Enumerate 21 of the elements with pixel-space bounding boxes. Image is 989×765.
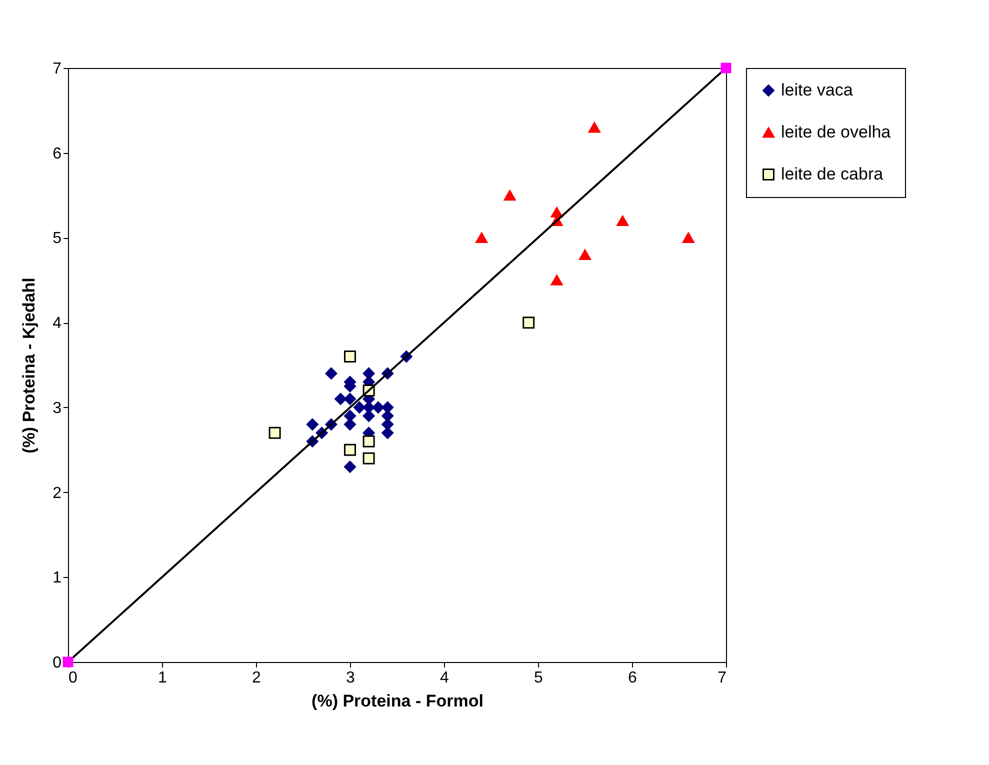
legend-label: leite de cabra [781,164,884,184]
y-tick-label: 7 [52,60,62,78]
y-tick-label: 5 [52,230,62,248]
x-tick-label: 6 [628,670,638,686]
x-tick-label: 2 [252,670,262,686]
x-tick-label: 5 [534,670,544,686]
y-tick-label: 1 [52,570,62,587]
y-tick-label: 4 [52,315,62,332]
x-tick-label: 1 [158,670,168,686]
legend-label: leite de ovelha [781,122,892,142]
x-axis-title: (%) Proteina - Formol [312,692,484,710]
x-tick-label: 4 [440,670,450,686]
x-tick-label: 0 [68,670,78,686]
x-tick-label: 7 [718,670,727,686]
y-tick-label: 2 [52,484,62,502]
y-tick-label: 3 [52,400,62,417]
x-tick-label: 3 [346,670,356,686]
y-tick-label: 0 [52,654,62,672]
y-tick-label: 6 [52,145,62,162]
legend-label: leite vaca [781,80,854,100]
y-axis-title: (%) Proteina - Kjedahl [20,278,39,454]
